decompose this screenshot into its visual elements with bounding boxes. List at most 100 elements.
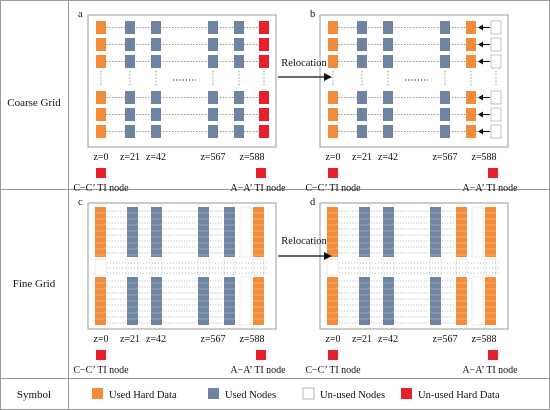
unused-node-cell xyxy=(490,107,502,122)
panel-b: b z=0 z=21 z=42 z=567 z=588 C−C’ TI node A−A’ T… xyxy=(305,9,518,194)
ti-node-label-left: C−C’ TI node xyxy=(73,365,129,376)
symbol-legend: Used Hard Data Used Nodes Un-used Nodes Un-… xyxy=(92,387,500,401)
z-label: z=567 xyxy=(432,152,457,163)
used-node-cell xyxy=(440,91,450,104)
relocation-label-coarse: Relocation xyxy=(281,58,327,69)
relocation-arrow-coarse xyxy=(278,73,332,81)
panel-frame xyxy=(87,14,277,148)
used-hard-data-cell xyxy=(96,125,106,138)
z-label: z=21 xyxy=(120,152,140,163)
used-node-cell xyxy=(383,91,393,104)
legend-label: Un-used Nodes xyxy=(320,390,385,401)
used-hard-data-cell xyxy=(96,21,106,34)
used-node-cell xyxy=(357,21,367,34)
ti-node-label-right: A−A’ TI node xyxy=(230,183,286,194)
z-label: z=0 xyxy=(325,334,340,345)
used-hard-data-cell xyxy=(328,108,338,121)
used-node-cell xyxy=(357,91,367,104)
used-node-cell xyxy=(151,108,161,121)
used-hard-data-cell xyxy=(96,108,106,121)
panel-c: c z=0 z=21 z=42 z=567 z=588 C−C’ TI node A−A’ T… xyxy=(73,197,286,376)
used-node-band xyxy=(127,207,138,257)
used-node-cell xyxy=(357,108,367,121)
unused-hard-data-cell xyxy=(259,38,269,51)
ti-node-label-left: C−C’ TI node xyxy=(73,183,129,194)
used-node-cell xyxy=(440,21,450,34)
unused-node-cell xyxy=(490,37,502,52)
unused-hard-data-cell xyxy=(259,125,269,138)
used-hard-data-cell xyxy=(466,108,476,121)
row-label-coarse-grid: Coarse Grid xyxy=(7,97,61,109)
used-node-cell xyxy=(151,38,161,51)
unused-node-cell xyxy=(490,54,502,69)
z-label: z=567 xyxy=(200,334,225,345)
legend-label: Used Hard Data xyxy=(109,390,177,401)
used-node-cell xyxy=(440,55,450,68)
used-node-cell xyxy=(383,55,393,68)
unused-node-cell xyxy=(490,20,502,35)
unused-node-cell xyxy=(429,258,442,276)
panel-letter: a xyxy=(78,9,83,20)
used-node-cell xyxy=(208,21,218,34)
used-node-cell xyxy=(440,125,450,138)
z-label: z=21 xyxy=(120,334,140,345)
legend-swatch xyxy=(401,388,412,399)
z-label: z=588 xyxy=(239,152,264,163)
used-node-band xyxy=(198,207,209,257)
relocation-mini-arrowhead xyxy=(478,128,483,135)
used-hard-data-cell xyxy=(328,125,338,138)
panel-letter: c xyxy=(78,197,83,208)
ti-node-marker-right xyxy=(488,350,498,360)
used-node-cell xyxy=(357,55,367,68)
used-node-cell xyxy=(383,21,393,34)
relocation-mini-arrowhead xyxy=(478,58,483,65)
used-node-cell xyxy=(151,21,161,34)
used-hard-data-band xyxy=(485,207,496,257)
used-node-cell xyxy=(234,38,244,51)
z-label: z=21 xyxy=(352,334,372,345)
used-hard-data-band xyxy=(253,207,264,257)
ti-node-marker-right xyxy=(488,168,498,178)
used-node-band xyxy=(359,207,370,257)
z-label: z=42 xyxy=(146,152,166,163)
panel-letter: d xyxy=(310,197,316,208)
used-node-band xyxy=(430,207,441,257)
used-node-cell xyxy=(234,91,244,104)
legend-item: Used Nodes xyxy=(208,388,276,401)
used-node-cell xyxy=(440,38,450,51)
unused-node-band xyxy=(471,206,484,258)
unused-node-cell xyxy=(382,258,395,276)
used-node-band xyxy=(383,207,394,257)
ti-node-label-left: C−C’ TI node xyxy=(305,183,361,194)
z-label: z=567 xyxy=(200,152,225,163)
unused-node-cell xyxy=(94,258,107,276)
used-node-cell xyxy=(208,125,218,138)
panel-frame xyxy=(319,14,509,148)
used-hard-data-cell xyxy=(466,125,476,138)
unused-node-cell xyxy=(197,258,210,276)
unused-hard-data-cell xyxy=(259,21,269,34)
used-hard-data-cell xyxy=(466,91,476,104)
z-label: z=42 xyxy=(378,152,398,163)
used-hard-data-cell xyxy=(328,55,338,68)
used-hard-data-band xyxy=(95,207,106,257)
ti-node-marker-right xyxy=(256,350,266,360)
row-label-fine-grid: Fine Grid xyxy=(13,278,56,290)
used-node-cell xyxy=(383,38,393,51)
used-node-cell xyxy=(125,91,135,104)
unused-hard-data-cell xyxy=(259,108,269,121)
panel-letter: b xyxy=(310,9,315,20)
used-hard-data-cell xyxy=(466,38,476,51)
used-node-cell xyxy=(383,108,393,121)
used-node-cell xyxy=(151,91,161,104)
legend-swatch xyxy=(92,388,103,399)
ti-node-marker-left xyxy=(96,168,106,178)
z-label: z=0 xyxy=(93,334,108,345)
relocation-mini-arrowhead xyxy=(478,111,483,118)
z-label: z=0 xyxy=(93,152,108,163)
legend-label: Un-used Hard Data xyxy=(418,390,500,401)
used-node-cell xyxy=(125,38,135,51)
unused-node-band xyxy=(239,206,252,258)
z-label: z=21 xyxy=(352,152,372,163)
used-node-cell xyxy=(125,125,135,138)
